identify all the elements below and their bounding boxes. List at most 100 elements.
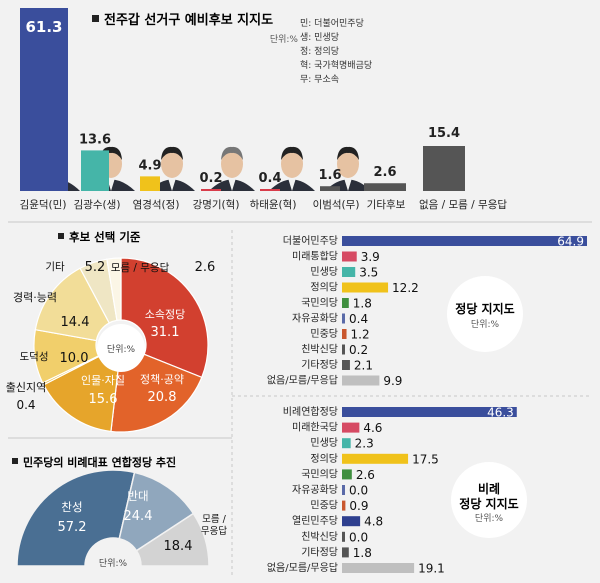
party-bar <box>342 407 517 417</box>
party-category-label: 없음/모름/무응답 <box>267 561 338 574</box>
party-bar <box>342 267 356 277</box>
candidate-bar <box>140 176 160 191</box>
party-category-label: 국민의당 <box>301 468 338 480</box>
party-value-label: 1.8 <box>353 297 372 311</box>
candidate-portrait <box>149 146 195 191</box>
party-value-label: 0.2 <box>349 343 368 357</box>
party-value-label: 3.9 <box>361 250 380 264</box>
party-value-label: 4.8 <box>364 515 383 529</box>
candidate-value-label: 0.4 <box>258 171 281 186</box>
criteria-slice <box>106 257 122 322</box>
criteria-value-label: 0.4 <box>16 398 35 412</box>
candidate-title: 전주갑 선거구 예비후보 지지도 <box>104 12 273 28</box>
party-category-label: 국민의당 <box>301 297 338 309</box>
party-bar <box>342 422 360 433</box>
party-value-label: 4.6 <box>363 421 382 435</box>
party-value-label: 46.3 <box>487 406 514 420</box>
party-category-label: 비례연합정당 <box>283 406 338 418</box>
party-title: 정당 지지도 <box>455 301 514 316</box>
legend-item: 정: 정의당 <box>300 46 339 57</box>
party-bar <box>342 375 380 386</box>
candidate-portrait <box>209 146 255 191</box>
coalition-category-label: 찬성 <box>61 500 82 514</box>
criteria-category-label: 도덕성 <box>20 351 49 363</box>
criteria-category-label: 경력·능력 <box>13 291 57 304</box>
criteria-value-label: 15.6 <box>89 392 118 407</box>
party-bar <box>342 282 389 293</box>
legend-item: 혁: 국가혁명배금당 <box>300 60 372 71</box>
party-bar <box>342 485 345 495</box>
party-bar <box>342 313 345 324</box>
coalition-value-label: 18.4 <box>164 539 193 554</box>
party-bar <box>342 531 345 542</box>
criteria-unit: 단위:% <box>107 344 136 355</box>
party-category-label: 민생당 <box>310 437 338 449</box>
party-value-label: 0.9 <box>349 499 368 513</box>
coalition-category-label: 반대 <box>127 489 148 503</box>
candidate-name-label: 염경석(정) <box>133 198 180 211</box>
candidate-bar <box>423 146 465 191</box>
coalition-value-label: 57.2 <box>58 520 87 535</box>
party-category-label: 민중당 <box>310 328 338 340</box>
party-category-label: 기타정당 <box>301 546 338 558</box>
party-category-label: 미래통합당 <box>292 251 338 263</box>
party-bar <box>342 563 415 573</box>
party-bars: 더불어민주당 64.9 미래통합당 3.9 민생당 3.5 정의당 12.2 국민의당 1.8 자유… <box>267 235 587 388</box>
party-bar <box>342 453 409 464</box>
prop-unit: 단위:% <box>475 513 504 524</box>
party-value-label: 64.9 <box>557 235 584 249</box>
criteria-title-marker <box>58 233 64 239</box>
party-category-label: 자유공화당 <box>292 313 338 325</box>
criteria-value-label: 10.0 <box>60 351 89 366</box>
party-value-label: 19.1 <box>418 562 445 576</box>
criteria-donut: 소속정당 31.1 정책·공약 20.8 인물·자질 15.6 출신지역 0.4 도덕성 10.0… <box>6 257 215 433</box>
candidate-value-label: 13.6 <box>79 132 111 147</box>
party-value-label: 2.6 <box>356 468 375 482</box>
criteria-category-label: 소속정당 <box>145 308 185 321</box>
candidate-bar <box>81 150 109 191</box>
party-value-label: 12.2 <box>392 281 419 295</box>
party-category-label: 없음/모름/무응답 <box>267 374 338 387</box>
party-category-label: 친박신당 <box>301 344 338 356</box>
candidate-bar <box>320 186 340 191</box>
criteria-category-label: 출신지역 <box>6 381 46 394</box>
coalition-title-marker <box>12 458 18 464</box>
party-value-label: 1.8 <box>353 546 372 560</box>
coalition-chart: 민주당의 비례대표 연합정당 추진 찬성 57.2 반대 24.4 모름 /무응답 18.… <box>12 455 227 569</box>
candidate-bar <box>260 189 280 191</box>
criteria-category-label: 모름 / 무응답 <box>111 262 170 274</box>
candidate-value-label: 4.9 <box>138 158 161 173</box>
criteria-category-label: 정책·공약 <box>140 372 184 386</box>
party-category-label: 민생당 <box>310 266 338 278</box>
party-bar <box>342 360 350 370</box>
coalition-donut: 찬성 57.2 반대 24.4 모름 /무응답 18.4 <box>16 469 227 567</box>
candidate-value-label: 2.6 <box>373 165 396 180</box>
criteria-chart: 후보 선택 기준 소속정당 31.1 정책·공약 20.8 인물·자질 15.6 출신지역 0… <box>6 230 215 433</box>
criteria-center <box>97 324 145 372</box>
prop-bars: 비례연합정당 46.3 미래한국당 4.6 민생당 2.3 정의당 17.5 국민의당 2.6 자유… <box>267 406 517 576</box>
party-bar <box>342 251 357 262</box>
candidate-portrait <box>269 146 315 191</box>
criteria-value-label: 20.8 <box>148 390 177 405</box>
party-bar <box>342 516 361 527</box>
party-category-label: 자유공화당 <box>292 484 338 496</box>
candidate-bar <box>364 183 406 191</box>
candidate-value-label: 0.2 <box>199 171 222 186</box>
party-category-label: 열린민주당 <box>292 515 338 527</box>
coalition-category-label: 모름 / <box>202 514 226 525</box>
prop-badge <box>451 462 527 538</box>
party-bar <box>342 500 346 511</box>
candidate-portrait <box>325 146 371 191</box>
party-category-label: 정의당 <box>310 282 338 294</box>
party-category-label: 기타정당 <box>301 359 338 371</box>
party-category-label: 정의당 <box>310 453 338 465</box>
candidate-name-label: 김광수(생) <box>74 199 121 211</box>
party-category-label: 미래한국당 <box>292 422 338 434</box>
criteria-value-label: 31.1 <box>151 325 180 340</box>
criteria-title: 후보 선택 기준 <box>69 230 141 244</box>
party-bar <box>342 469 352 480</box>
criteria-value-label: 5.2 <box>85 260 106 275</box>
